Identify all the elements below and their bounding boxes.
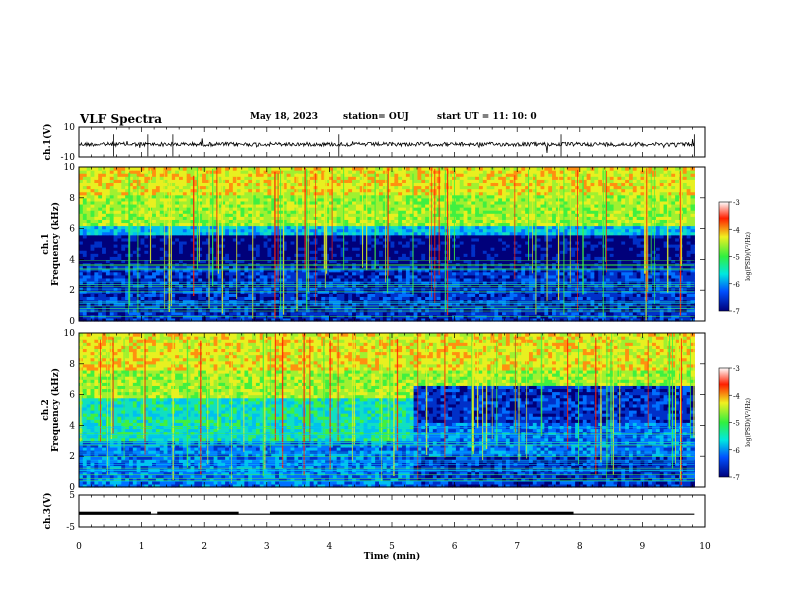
ch1-spectrogram-cell — [221, 167, 225, 171]
ch1-spectrogram-cell — [325, 167, 329, 171]
ch1-spectrogram-cell — [337, 167, 341, 171]
ch1-spectrogram-cell — [217, 167, 221, 171]
ch1-spectrogram-cell — [214, 167, 218, 171]
ch1-spectrogram-cell — [264, 167, 268, 171]
ch1-spectrogram-cell — [121, 167, 125, 171]
ch1-spectrogram-cell — [321, 167, 325, 171]
ch1-spectrogram-cell — [137, 167, 141, 171]
ch1-spectrogram-cell — [144, 167, 148, 171]
ch1-spectrogram-cell — [410, 167, 414, 171]
ch1-spectrogram-cell — [456, 167, 460, 171]
ch1-spectrogram-cell — [94, 167, 98, 171]
start-time-label: start UT = 11: 10: 0 — [437, 112, 537, 122]
ch1-spectrogram-cell — [294, 167, 298, 171]
station-label: station= OUJ — [343, 112, 409, 122]
ch1-spectrogram-cell — [241, 167, 245, 171]
ch1-spectrogram-cell — [187, 167, 191, 171]
ch1-spectrogram-cell — [117, 167, 121, 171]
ch1-spectrogram-cell — [133, 167, 137, 171]
ch1-spectrogram-cell — [271, 167, 275, 171]
ch1-spectrogram-cell — [425, 167, 429, 171]
ch1-spectrogram-cell — [287, 167, 291, 171]
ch1-spectrogram-cell — [348, 167, 352, 171]
ch1-spectrogram-cell — [98, 167, 102, 171]
ch1-spectrogram-cell — [179, 167, 183, 171]
ch1-spectrogram-cell — [387, 167, 391, 171]
ch1-spectrogram-cell — [256, 167, 260, 171]
ch1-spectrogram-cell — [364, 167, 368, 171]
ch1-spectrogram-cell — [164, 167, 168, 171]
ch1-spectrogram-cell — [360, 167, 364, 171]
ch1-spectrogram-cell — [171, 167, 175, 171]
ch1-spectrogram-cell — [383, 167, 387, 171]
ch1-spectrogram-cell — [106, 167, 110, 171]
ch1-spectrogram-cell — [183, 167, 187, 171]
ch1-spectrogram-cell — [83, 167, 87, 171]
ch1-spectrogram-cell — [141, 167, 145, 171]
ch1-spectrogram-cell — [260, 167, 264, 171]
ch1-spectrogram-cell — [367, 167, 371, 171]
ch1-spectrogram-cell — [291, 167, 295, 171]
ch1-spectrogram-cell — [244, 167, 248, 171]
ch1-spectrogram-cell — [79, 167, 83, 171]
ch1-waveform-line — [79, 138, 694, 153]
ch1-spectrogram-cell — [87, 167, 91, 171]
ch1-spectrogram-cell — [333, 167, 337, 171]
ch1-spectrogram-cell — [406, 167, 410, 171]
ch1-spectrogram-cell — [344, 167, 348, 171]
date-label: May 18, 2023 — [250, 112, 318, 122]
ch1-spectrogram-layers — [79, 167, 695, 322]
ch1-spectrogram-cell — [310, 167, 314, 171]
ch1-spectrogram-cell — [275, 167, 279, 171]
ch1-spectrogram-cell — [317, 167, 321, 171]
ch1-spectrogram-cell — [298, 167, 302, 171]
ch1-spectrogram-cell — [441, 167, 445, 171]
ch1-spectrogram-cell — [248, 167, 252, 171]
ch1-spectrogram-cell — [191, 167, 195, 171]
ch1-spectrogram-cell — [394, 167, 398, 171]
ch1-spectrogram-cell — [194, 167, 198, 171]
ch1-spectrogram-cell — [229, 167, 233, 171]
ch1-spectrogram-cell — [206, 167, 210, 171]
ch1-spectrogram-cell — [237, 167, 241, 171]
ch1-spectrogram-cell — [160, 167, 164, 171]
ch1-spectrogram-cell — [267, 167, 271, 171]
ch1-spectrogram-cell — [341, 167, 345, 171]
figure-title: VLF Spectra — [80, 112, 162, 126]
ch1-spectrogram-cell — [283, 167, 287, 171]
ch1-spectrogram-cell — [371, 167, 375, 171]
ch1-spectrogram-cell — [110, 167, 114, 171]
ch1-spectrogram-cell — [167, 167, 171, 171]
ch1-spectrogram-cell — [129, 167, 133, 171]
ch1-spectrogram-cell — [233, 167, 237, 171]
ch1-spectrogram-cell — [421, 167, 425, 171]
ch1-spectrogram-cell — [375, 167, 379, 171]
ch1-spectrogram-cell — [156, 167, 160, 171]
ch1-spectrogram-cell — [417, 167, 421, 171]
ch1-spectrogram-cell — [114, 167, 118, 171]
ch1-spectrogram-cell — [398, 167, 402, 171]
ch1-spectrogram-cell — [356, 167, 360, 171]
ch1-spectrogram-cell — [391, 167, 395, 171]
ch1-spectrogram-cell — [314, 167, 318, 171]
ch1-spectrogram-cell — [210, 167, 214, 171]
